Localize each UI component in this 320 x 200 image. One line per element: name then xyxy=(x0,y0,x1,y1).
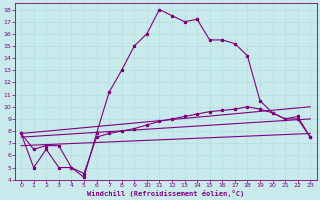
X-axis label: Windchill (Refroidissement éolien,°C): Windchill (Refroidissement éolien,°C) xyxy=(87,190,244,197)
